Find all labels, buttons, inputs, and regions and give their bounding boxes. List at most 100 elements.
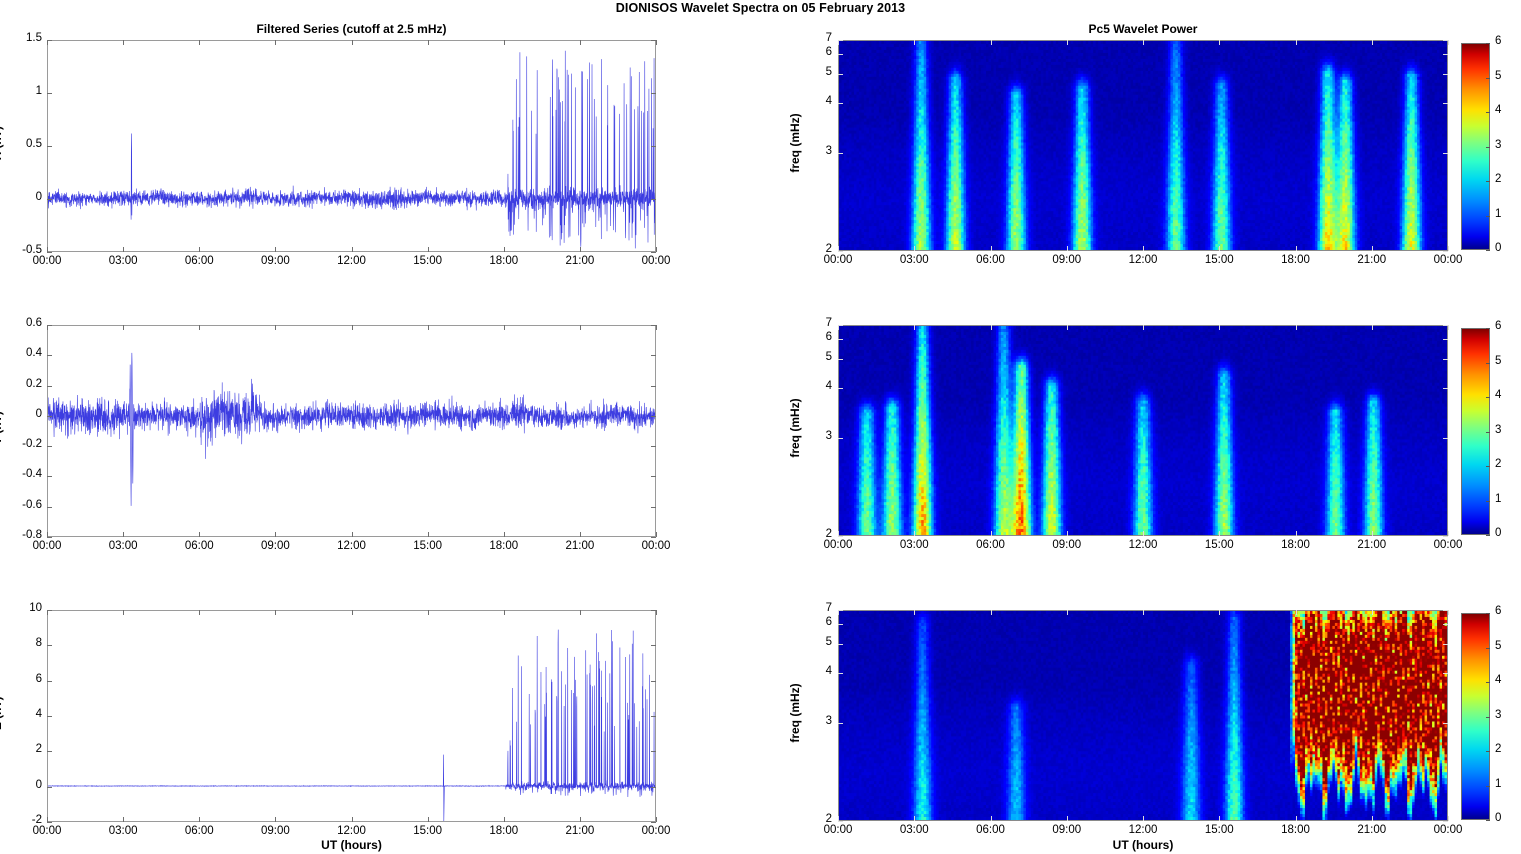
y-tickmark (838, 821, 843, 822)
x-tick-label: 21:00 (1342, 824, 1402, 836)
colorbar-tick-label: 5 (1495, 640, 1501, 652)
colorbar-tick-label: 5 (1495, 70, 1501, 82)
y-tickmark (838, 339, 843, 340)
x-tickmark (1448, 246, 1449, 251)
x-tickmark (1372, 531, 1373, 536)
colorbar-tickmark (1486, 786, 1490, 787)
x-tickmark (428, 325, 429, 330)
y-tickmark (651, 93, 656, 94)
y-tick-label: -0.6 (0, 499, 42, 511)
y-tickmark (651, 716, 656, 717)
x-tick-label: 00:00 (626, 825, 686, 837)
x-tickmark (580, 817, 581, 822)
y-axis-label: freq (mHz) (788, 653, 802, 773)
x-tick-label: 18:00 (474, 540, 534, 552)
y-tick-label: -0.8 (0, 529, 42, 541)
x-tickmark (123, 40, 124, 45)
colorbar-tick-label: 1 (1495, 493, 1501, 505)
colorbar-tickmark (1486, 751, 1490, 752)
y-tickmark (1443, 388, 1448, 389)
x-tickmark (123, 325, 124, 330)
x-tickmark (352, 817, 353, 822)
x-tickmark (991, 40, 992, 45)
x-tickmark (275, 40, 276, 45)
x-tick-label: 06:00 (169, 540, 229, 552)
y-axis-label: freq (mHz) (788, 368, 802, 488)
x-tick-label: 15:00 (1189, 824, 1249, 836)
x-tick-label: 18:00 (1266, 824, 1326, 836)
colorbar-tickmark (1486, 535, 1490, 536)
x-tickmark (275, 532, 276, 537)
x-tickmark (123, 532, 124, 537)
colorbar-tickmark (1486, 397, 1490, 398)
y-tickmark (838, 74, 843, 75)
y-tick-label: 0 (0, 779, 42, 791)
colorbar-tick-label: 4 (1495, 389, 1501, 401)
x-tickmark (1067, 816, 1068, 821)
colorbar-tickmark (1486, 181, 1490, 182)
figure-canvas: DIONISOS Wavelet Spectra on 05 February … (0, 0, 1521, 854)
x-tickmark (199, 610, 200, 615)
x-tickmark (580, 532, 581, 537)
colorbar-tickmark (1486, 820, 1490, 821)
y-tickmark (838, 40, 843, 41)
x-tickmark (656, 247, 657, 252)
x-tick-label: 21:00 (550, 540, 610, 552)
x-tickmark (1372, 816, 1373, 821)
y-tickmark (651, 681, 656, 682)
x-tickmark (428, 817, 429, 822)
y-tickmark (47, 787, 52, 788)
y-tickmark (651, 787, 656, 788)
x-tickmark (1219, 246, 1220, 251)
x-tick-label: 12:00 (322, 825, 382, 837)
colorbar-tick-label: 6 (1495, 605, 1501, 617)
x-tick-label: 00:00 (1418, 539, 1478, 551)
y-tickmark (47, 355, 52, 356)
x-tickmark (1296, 40, 1297, 45)
x-tick-label: 15:00 (398, 255, 458, 267)
y-axis-label: X (nT) (0, 83, 4, 203)
x-tickmark (656, 40, 657, 45)
x-tick-label: 18:00 (1266, 254, 1326, 266)
x-tick-label: 00:00 (1418, 254, 1478, 266)
colorbar-tick-label: 1 (1495, 778, 1501, 790)
x-tickmark (991, 246, 992, 251)
y-tickmark (1443, 821, 1448, 822)
y-tick-label: 4 (0, 708, 42, 720)
y-tickmark (651, 645, 656, 646)
x-tickmark (580, 610, 581, 615)
x-tickmark (1448, 40, 1449, 45)
y-axis-label: freq (mHz) (788, 83, 802, 203)
x-tickmark (1448, 531, 1449, 536)
y-tickmark (838, 536, 843, 537)
x-tickmark (1067, 325, 1068, 330)
y-tick-label: -0.4 (0, 468, 42, 480)
y-axis-label: Z (nT) (0, 653, 4, 773)
y-tickmark (1443, 644, 1448, 645)
x-tick-label: 03:00 (93, 255, 153, 267)
x-tickmark (428, 247, 429, 252)
x-tickmark (656, 817, 657, 822)
spectrogram-axes-z (838, 610, 1448, 821)
x-tickmark (504, 247, 505, 252)
x-tickmark (428, 610, 429, 615)
x-tickmark (991, 531, 992, 536)
timeseries-trace-x (48, 41, 655, 251)
y-tickmark (1443, 673, 1448, 674)
x-tickmark (1143, 610, 1144, 615)
y-tickmark (838, 723, 843, 724)
y-tick-label: 6 (796, 331, 832, 343)
y-tickmark (838, 644, 843, 645)
y-tick-label: 1.5 (0, 32, 42, 44)
x-tickmark (914, 246, 915, 251)
x-tick-label: 09:00 (245, 540, 305, 552)
x-tick-label: 00:00 (17, 540, 77, 552)
colorbar-tick-label: 2 (1495, 458, 1501, 470)
x-tick-label: 03:00 (884, 254, 944, 266)
colorbar-tick-label: 3 (1495, 424, 1501, 436)
colorbar-tickmark (1486, 328, 1490, 329)
y-tickmark (838, 610, 843, 611)
x-tickmark (914, 610, 915, 615)
spectrogram-image-y (839, 326, 1447, 535)
x-tick-label: 03:00 (93, 540, 153, 552)
